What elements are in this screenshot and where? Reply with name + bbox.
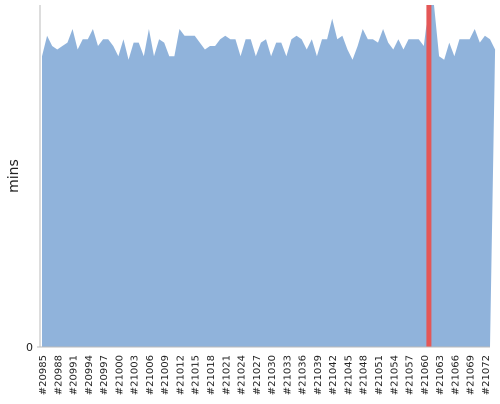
x-tick-label: #21045 [343, 355, 354, 395]
x-tick-label: #21060 [420, 355, 431, 395]
x-tick-label: #21051 [374, 355, 385, 395]
y-tick-label: 0 [26, 341, 33, 354]
x-tick-label: #21006 [145, 355, 156, 395]
x-tick-label: #21012 [175, 355, 186, 395]
x-tick-label: #21063 [435, 355, 446, 395]
x-tick-label: #21027 [252, 355, 263, 395]
x-tick-label: #21000 [114, 355, 125, 395]
x-tick-label: #21021 [221, 355, 232, 395]
x-tick-label: #20991 [69, 355, 80, 395]
area [42, 5, 496, 347]
x-tick-label: #21024 [237, 355, 248, 395]
x-tick-label: #21030 [267, 355, 278, 395]
x-tick-label: #20994 [84, 355, 95, 395]
x-tick-label: #21042 [328, 355, 339, 395]
x-tick-label: #21003 [130, 355, 141, 395]
x-tick-label: #20985 [38, 355, 49, 395]
x-tick-label: #21048 [359, 355, 370, 395]
x-tick-label: #21072 [481, 355, 492, 395]
x-tick-label: #21054 [389, 355, 400, 395]
x-tick-label: #21018 [206, 355, 217, 395]
x-tick-label: #21069 [466, 355, 477, 395]
x-tick-label: #21033 [282, 355, 293, 395]
highlight-bar [426, 5, 432, 347]
x-tick-label: #21066 [450, 355, 461, 395]
x-tick-label: #21057 [405, 355, 416, 395]
x-tick-label: #20997 [99, 355, 110, 395]
y-axis-label: mins [6, 159, 22, 193]
x-tick-label: #21015 [191, 355, 202, 395]
x-tick-label: #20988 [53, 355, 64, 395]
x-tick-label: #21036 [298, 355, 309, 395]
x-tick-label: #21039 [313, 355, 324, 395]
x-tick-label: #21009 [160, 355, 171, 395]
